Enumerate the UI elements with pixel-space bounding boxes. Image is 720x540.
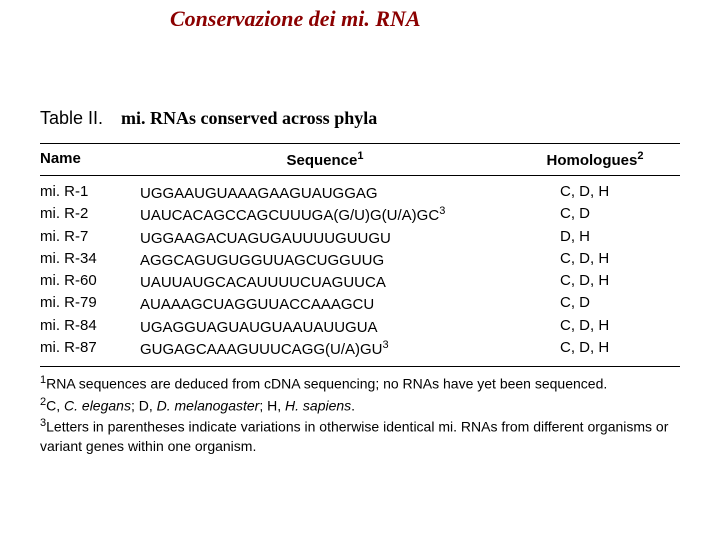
- seq-sup: 3: [439, 205, 445, 217]
- table-row: mi. R-7 UGGAAGACUAGUGAUUUUGUUGU D, H: [40, 227, 680, 249]
- table-region: Table II. mi. RNAs conserved across phyl…: [40, 108, 680, 457]
- cell-homologues: C, D, H: [510, 338, 680, 360]
- footnote-2-mid1: ; D,: [131, 397, 157, 413]
- cell-homologues: C, D: [510, 204, 680, 226]
- cell-homologues: C, D, H: [510, 316, 680, 338]
- col-header-homologues: Homologues2: [510, 150, 680, 169]
- seq-text: GUGAGCAAAGUUUCAGG(U/A)GU: [140, 341, 383, 358]
- cell-sequence: UGGAAUGUAAAGAAGUAUGGAG: [140, 182, 510, 204]
- cell-homologues: C, D, H: [510, 182, 680, 204]
- cell-name: mi. R-79: [40, 293, 140, 315]
- cell-name: mi. R-84: [40, 316, 140, 338]
- col-header-hom-sup: 2: [637, 150, 643, 162]
- cell-name: mi. R-1: [40, 182, 140, 204]
- table-header-row: Name Sequence1 Homologues2: [40, 144, 680, 175]
- cell-homologues: D, H: [510, 227, 680, 249]
- col-header-name-label: Name: [40, 150, 81, 167]
- seq-text: AUAAAGCUAGGUUACCAAAGCU: [140, 296, 374, 313]
- table-row: mi. R-84 UGAGGUAGUAUGUAAUAUUGUA C, D, H: [40, 316, 680, 338]
- table-row: mi. R-34 AGGCAGUGUGGUUAGCUGGUUG C, D, H: [40, 249, 680, 271]
- seq-text: UGGAAUGUAAAGAAGUAUGGAG: [140, 185, 378, 202]
- footnote-2-suffix: .: [351, 397, 355, 413]
- cell-name: mi. R-7: [40, 227, 140, 249]
- footnote-2-mid2: ; H,: [259, 397, 285, 413]
- table-row: mi. R-1 UGGAAUGUAAAGAAGUAUGGAG C, D, H: [40, 182, 680, 204]
- col-header-seq-label: Sequence: [287, 152, 358, 169]
- col-header-sequence: Sequence1: [140, 150, 510, 169]
- table-row: mi. R-87 GUGAGCAAAGUUUCAGG(U/A)GU3 C, D,…: [40, 338, 680, 360]
- seq-text: UAUCACAGCCAGCUUUGA(G/U)G(U/A)GC: [140, 207, 439, 224]
- footnote-2-em2: D. melanogaster: [157, 397, 260, 413]
- cell-homologues: C, D, H: [510, 249, 680, 271]
- footnote-2-prefix: C,: [46, 397, 64, 413]
- cell-sequence: UGAGGUAGUAUGUAAUAUUGUA: [140, 316, 510, 338]
- cell-name: mi. R-34: [40, 249, 140, 271]
- cell-sequence: UGGAAGACUAGUGAUUUUGUUGU: [140, 227, 510, 249]
- footnote-2-em1: C. elegans: [64, 397, 131, 413]
- cell-sequence: UAUUAUGCACAUUUUCUAGUUCA: [140, 271, 510, 293]
- table-row: mi. R-60 UAUUAUGCACAUUUUCUAGUUCA C, D, H: [40, 271, 680, 293]
- footnote-1: 1RNA sequences are deduced from cDNA seq…: [40, 373, 680, 394]
- caption-lead: Table II.: [40, 108, 103, 128]
- caption-body: mi. RNAs conserved across phyla: [121, 108, 377, 128]
- footnote-2: 2C, C. elegans; D, D. melanogaster; H, H…: [40, 395, 680, 416]
- seq-text: AGGCAGUGUGGUUAGCUGGUUG: [140, 252, 384, 269]
- col-header-hom-label: Homologues: [547, 152, 638, 169]
- table-body: mi. R-1 UGGAAUGUAAAGAAGUAUGGAG C, D, H m…: [40, 176, 680, 366]
- footnote-3-text: Letters in parentheses indicate variatio…: [40, 419, 668, 454]
- cell-name: mi. R-2: [40, 204, 140, 226]
- seq-text: UGAGGUAGUAUGUAAUAUUGUA: [140, 319, 378, 336]
- cell-name: mi. R-60: [40, 271, 140, 293]
- seq-sup: 3: [383, 339, 389, 351]
- table-row: mi. R-79 AUAAAGCUAGGUUACCAAAGCU C, D: [40, 293, 680, 315]
- cell-sequence: UAUCACAGCCAGCUUUGA(G/U)G(U/A)GC3: [140, 204, 510, 226]
- footnotes: 1RNA sequences are deduced from cDNA seq…: [40, 367, 680, 456]
- cell-sequence: AGGCAGUGUGGUUAGCUGGUUG: [140, 249, 510, 271]
- cell-sequence: GUGAGCAAAGUUUCAGG(U/A)GU3: [140, 338, 510, 360]
- cell-homologues: C, D: [510, 293, 680, 315]
- table-row: mi. R-2 UAUCACAGCCAGCUUUGA(G/U)G(U/A)GC3…: [40, 204, 680, 226]
- seq-text: UAUUAUGCACAUUUUCUAGUUCA: [140, 274, 386, 291]
- cell-sequence: AUAAAGCUAGGUUACCAAAGCU: [140, 293, 510, 315]
- footnote-2-em3: H. sapiens: [285, 397, 351, 413]
- seq-text: UGGAAGACUAGUGAUUUUGUUGU: [140, 230, 391, 247]
- footnote-3: 3Letters in parentheses indicate variati…: [40, 416, 680, 455]
- page-title: Conservazione dei mi. RNA: [170, 6, 421, 32]
- col-header-name: Name: [40, 150, 140, 169]
- footnote-1-text: RNA sequences are deduced from cDNA sequ…: [46, 376, 607, 392]
- cell-homologues: C, D, H: [510, 271, 680, 293]
- cell-name: mi. R-87: [40, 338, 140, 360]
- table-caption: Table II. mi. RNAs conserved across phyl…: [40, 108, 680, 129]
- col-header-seq-sup: 1: [357, 150, 363, 162]
